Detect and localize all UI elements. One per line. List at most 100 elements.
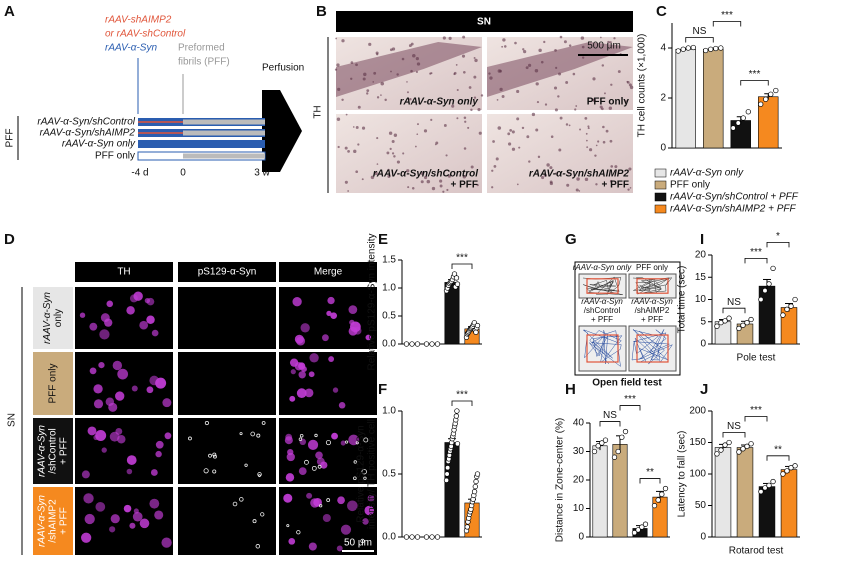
cell-dot (435, 141, 439, 145)
micrograph (178, 487, 276, 555)
cell-dot (391, 47, 396, 51)
th-cell (307, 439, 319, 450)
cell-dot (540, 60, 544, 64)
th-cell (296, 388, 307, 399)
cell-dot (341, 98, 344, 102)
cell-dot (357, 105, 361, 109)
th-cell (298, 467, 307, 476)
cell-dot (420, 180, 424, 184)
significance-bracket (744, 416, 768, 422)
cell-dot (523, 50, 527, 54)
cell-dot (461, 54, 466, 58)
ps129-dot (203, 468, 209, 474)
y-tick-label: 0.5 (382, 469, 396, 480)
ps129-dot (363, 476, 367, 480)
cell-dot (628, 167, 632, 171)
micrograph (178, 418, 276, 484)
data-point (454, 408, 460, 414)
cell-dot (462, 35, 466, 39)
cell-dot (538, 48, 542, 53)
significance-label: NS (603, 410, 617, 421)
significance-label: *** (750, 405, 762, 416)
data-point (744, 319, 750, 326)
cell-dot (614, 165, 618, 169)
data-point (740, 115, 746, 121)
timepoint: -4 d (131, 168, 148, 179)
th-cell (131, 385, 138, 392)
cell-dot (370, 175, 375, 180)
cell-dot (393, 133, 398, 137)
ps129-dot (360, 538, 365, 544)
data-point (758, 488, 764, 495)
cell-dot (363, 72, 367, 77)
significance-bracket (599, 421, 621, 427)
th-cell (296, 336, 306, 346)
cell-dot (447, 174, 451, 178)
cell-dot (549, 180, 553, 184)
cell-dot (341, 39, 345, 43)
arena-label: rAAV-α-Syn (581, 297, 623, 306)
cell-dot (387, 168, 390, 171)
ps129-dot (286, 524, 290, 528)
cell-dot (609, 139, 613, 143)
data-point (708, 46, 714, 52)
vector-label: or rAAV-shControl (105, 29, 186, 40)
center-zone (586, 334, 619, 363)
cell-dot (587, 127, 590, 130)
cell-dot (499, 69, 503, 73)
cell-dot (390, 70, 392, 73)
data-point (703, 47, 709, 54)
th-cell (336, 545, 343, 552)
significance-bracket (740, 80, 769, 86)
th-cell (95, 501, 106, 512)
data-point (730, 125, 736, 131)
ps129-dot (239, 497, 244, 502)
y-tick-label: 100 (689, 469, 706, 480)
cell-dot (384, 98, 387, 102)
micrograph (487, 114, 633, 193)
th-cell (155, 450, 162, 458)
data-point (735, 120, 741, 126)
significance-label: NS (727, 297, 741, 308)
th-cell (322, 513, 331, 522)
ps129-dot (319, 504, 323, 508)
panel-letter: C (656, 3, 667, 20)
ps129-dot (208, 453, 212, 458)
data-point (445, 465, 451, 471)
cell-dot (592, 98, 596, 102)
cell-dot (347, 190, 350, 192)
panel-letter: B (316, 3, 327, 20)
cell-dot (507, 142, 512, 146)
row-label: only (53, 309, 64, 327)
ps129-dot (304, 459, 309, 465)
data-point (780, 312, 786, 318)
y-axis-label: Total time (sec) (677, 266, 688, 334)
cell-dot (393, 155, 396, 158)
arena-label: /shAIMP2 (635, 306, 670, 315)
cell-dot (554, 49, 557, 52)
th-cell (87, 426, 97, 436)
cell-dot (355, 63, 358, 67)
significance-bracket (766, 455, 790, 461)
data-point (409, 341, 415, 347)
cell-dot (568, 124, 571, 127)
th-cell (340, 524, 352, 535)
cell-dot (507, 132, 511, 136)
significance-label: *** (624, 394, 636, 405)
cell-dot (525, 66, 529, 70)
cell-dot (599, 105, 603, 109)
data-point (718, 45, 724, 51)
row-label: PFF only (48, 363, 59, 403)
cell-dot (549, 166, 553, 170)
arena-label: rAAV-α-Syn (631, 297, 673, 306)
cell-dot (610, 83, 613, 86)
cell-dot (516, 89, 520, 94)
significance-bracket (451, 400, 473, 406)
y-tick-label: 5 (700, 316, 706, 327)
cell-dot (499, 87, 503, 91)
th-cell (292, 297, 302, 307)
th-cell (155, 440, 164, 449)
ps129-dot (257, 472, 262, 477)
data-point (434, 341, 441, 347)
cell-dot (463, 70, 466, 74)
